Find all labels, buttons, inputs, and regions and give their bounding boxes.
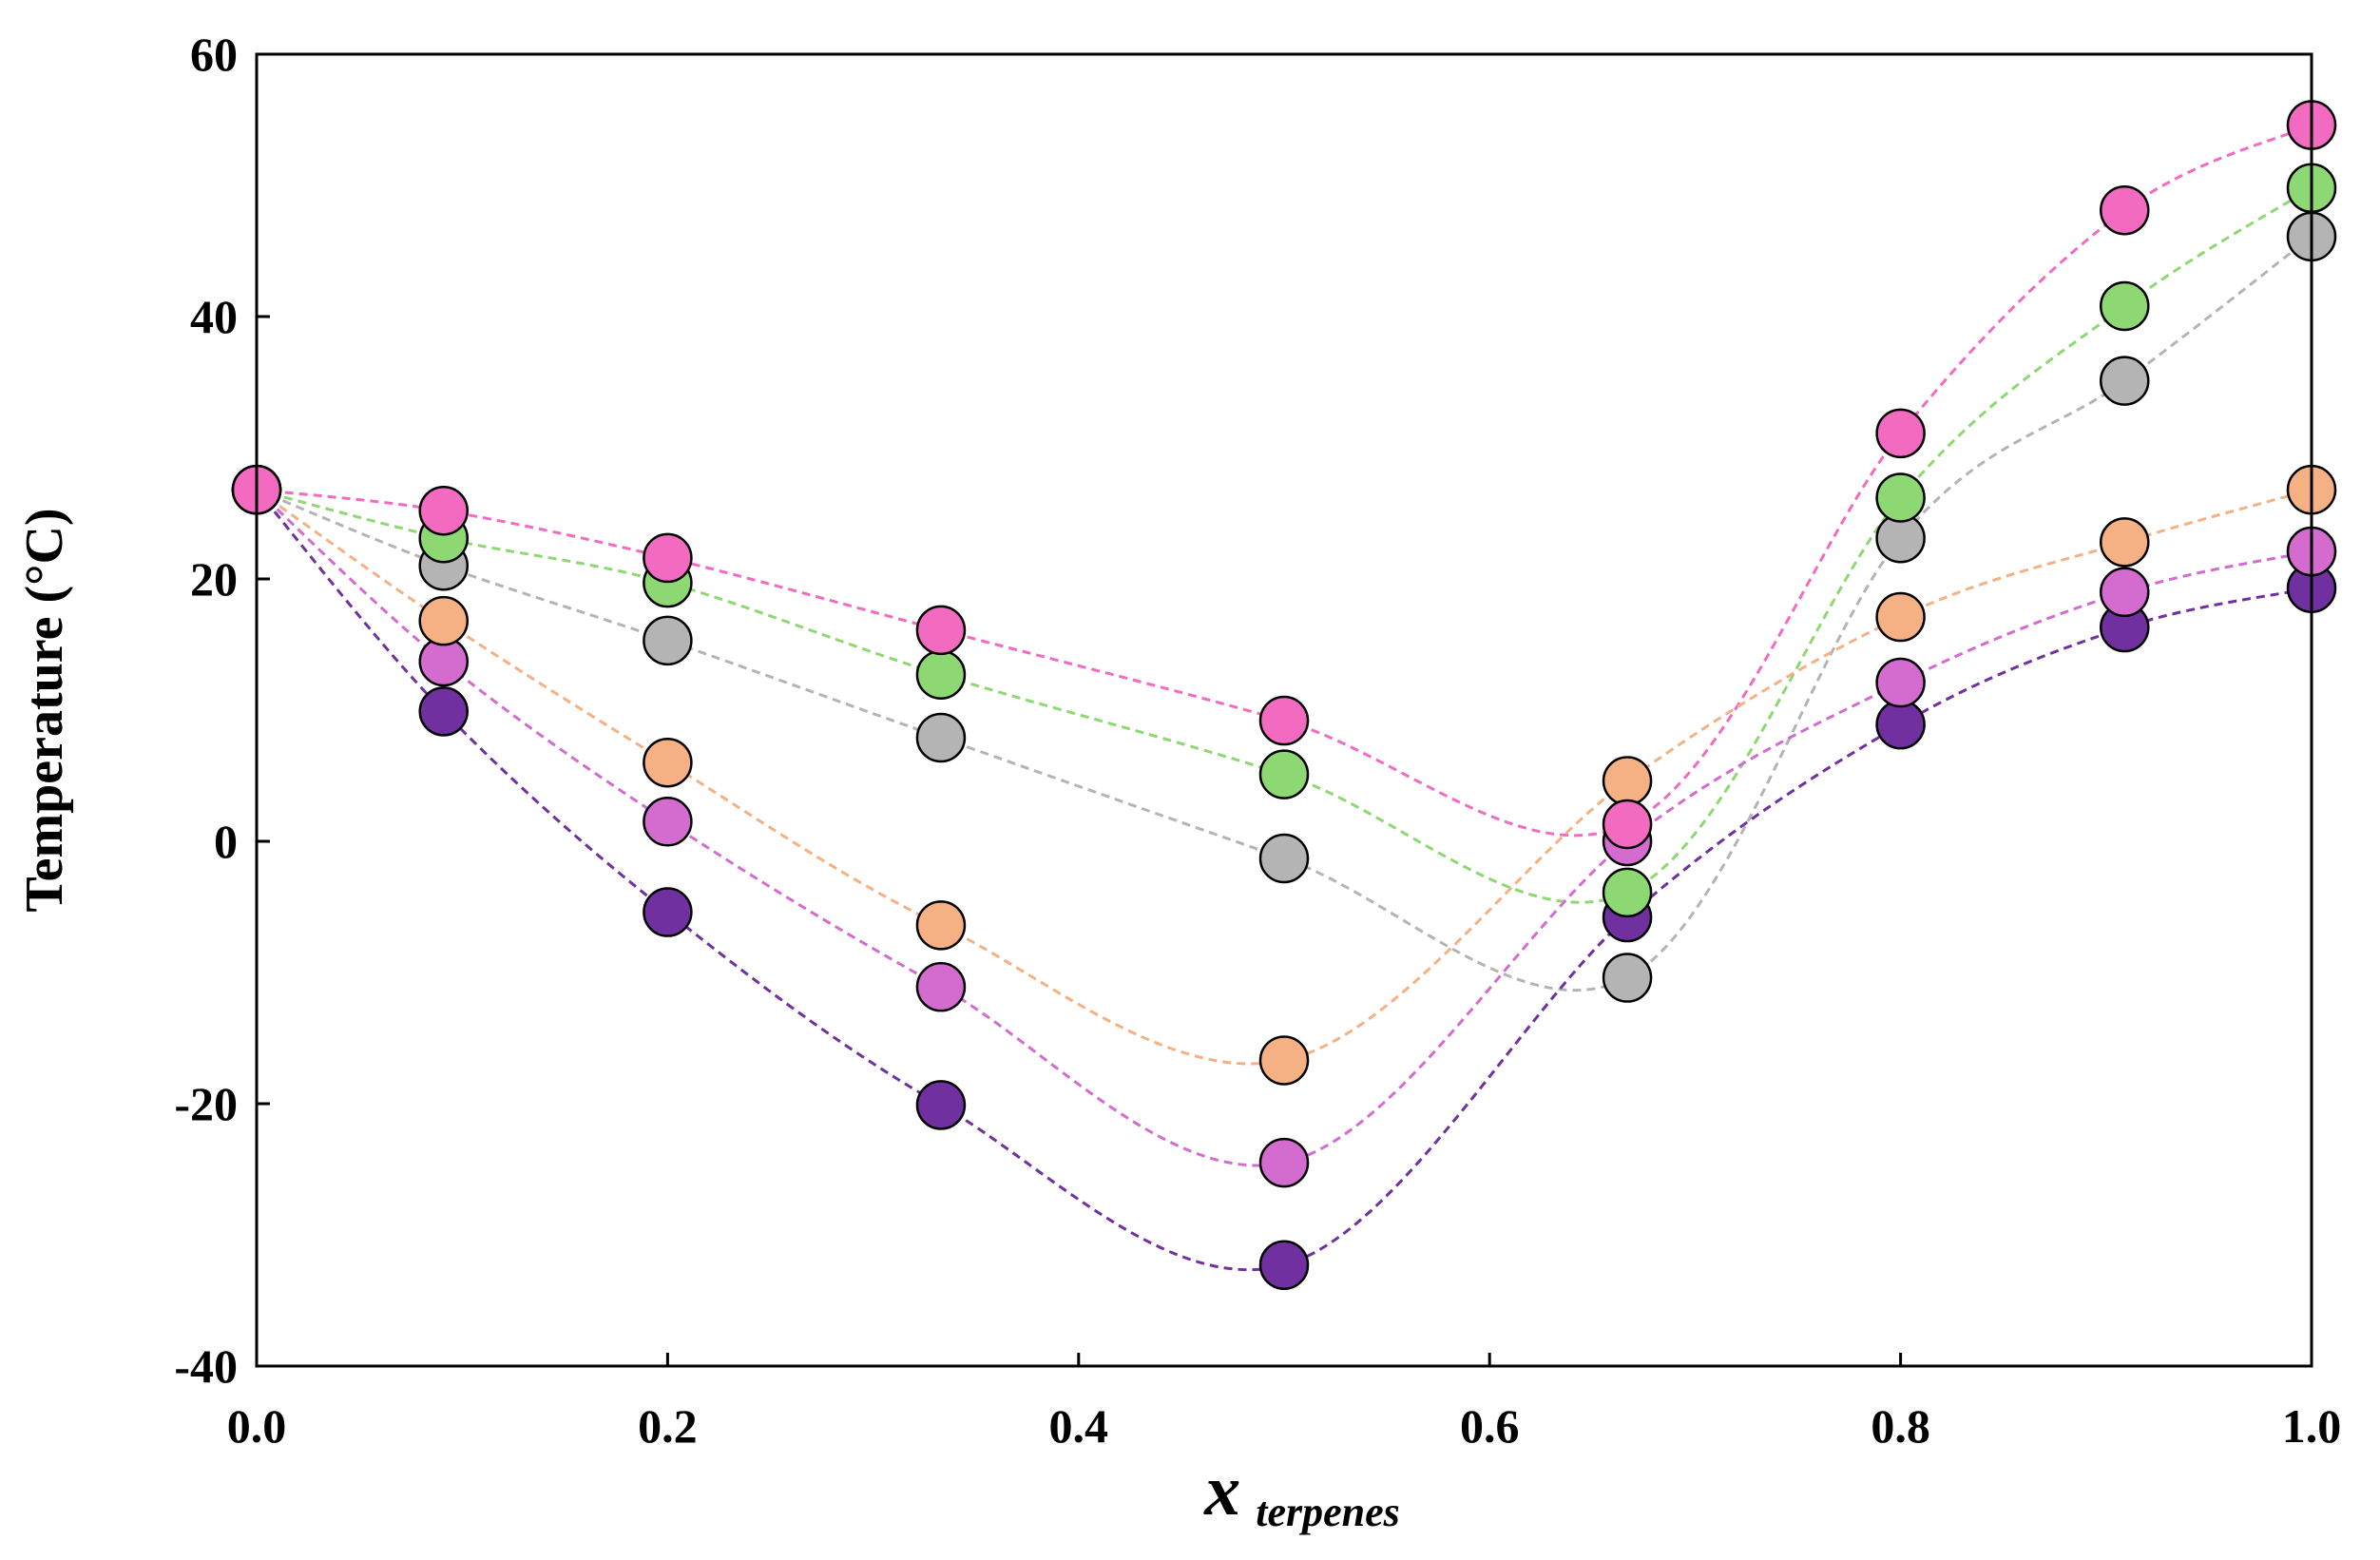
data-point-series-5: [1258, 1137, 1310, 1188]
x-tick-label: 1.0: [2282, 1399, 2342, 1453]
data-point-series-4: [1602, 756, 1653, 806]
data-point-series-5: [1875, 657, 1926, 708]
data-point-series-4: [643, 737, 693, 788]
data-point-series-3: [1602, 953, 1653, 1003]
x-axis-title: x terpenes: [1203, 1451, 1400, 1535]
y-tick-label: 0: [214, 815, 238, 868]
series-line-series-2: [256, 186, 2313, 904]
x-axis-title-main: x: [1203, 1451, 1240, 1531]
data-point-series-2: [1875, 472, 1926, 523]
data-point-series-3: [643, 615, 693, 666]
data-point-series-2: [1258, 749, 1310, 799]
data-point-series-5: [2100, 567, 2150, 618]
x-tick-label: 0.4: [1049, 1399, 1109, 1453]
data-point-series-4: [915, 900, 967, 951]
series-line-series-5: [255, 489, 2313, 1167]
data-point-series-1: [2100, 184, 2150, 236]
y-tick-label: -40: [174, 1339, 238, 1393]
data-point-series-1: [915, 605, 967, 656]
data-point-series-1: [1602, 799, 1653, 850]
data-point-series-6: [643, 887, 693, 937]
data-point-series-6: [1258, 1240, 1310, 1290]
data-point-series-1: [643, 532, 693, 584]
data-point-series-3: [915, 712, 967, 763]
data-point-series-1: [418, 485, 469, 536]
x-axis-title-subscript: terpenes: [1256, 1489, 1400, 1535]
series-line-series-3: [256, 235, 2313, 992]
data-point-series-2: [2100, 280, 2150, 332]
data-point-series-2: [915, 649, 967, 700]
data-point-series-6: [418, 686, 469, 737]
data-point-series-6: [1875, 699, 1926, 750]
data-point-series-5: [643, 797, 693, 847]
plot-area: [231, 100, 2337, 1290]
y-tick-label: 40: [190, 290, 238, 343]
data-point-series-4: [2100, 517, 2150, 568]
data-point-series-2: [1602, 867, 1653, 918]
data-point-series-3: [1258, 833, 1310, 884]
plot-frame: [255, 52, 2313, 1368]
data-point-series-1: [1258, 695, 1310, 746]
ticks: 0.0 0.2 0.4 0.6 0.8 1.0 -40 -20 0 20 40 60: [174, 28, 2341, 1453]
x-tick-label: 0.8: [1871, 1399, 1930, 1453]
series-line-series-1: [256, 124, 2313, 838]
y-tick-label: 60: [190, 28, 238, 81]
x-tick-label: 0.0: [227, 1399, 287, 1453]
y-tick-label: 20: [190, 552, 238, 606]
x-tick-label: 0.6: [1460, 1399, 1520, 1453]
y-tick-label: -20: [174, 1077, 238, 1130]
x-tick-label: 0.2: [638, 1399, 698, 1453]
axes: [255, 52, 2313, 1368]
data-point-series-6: [915, 1080, 967, 1130]
data-point-series-4: [1258, 1035, 1310, 1086]
y-axis-title: Temperature (°C): [15, 508, 74, 912]
data-point-series-3: [2100, 356, 2150, 406]
data-point-series-4: [418, 595, 469, 646]
data-point-series-4: [1875, 591, 1926, 643]
data-point-series-5: [915, 961, 967, 1012]
data-point-series-1: [1875, 408, 1926, 459]
